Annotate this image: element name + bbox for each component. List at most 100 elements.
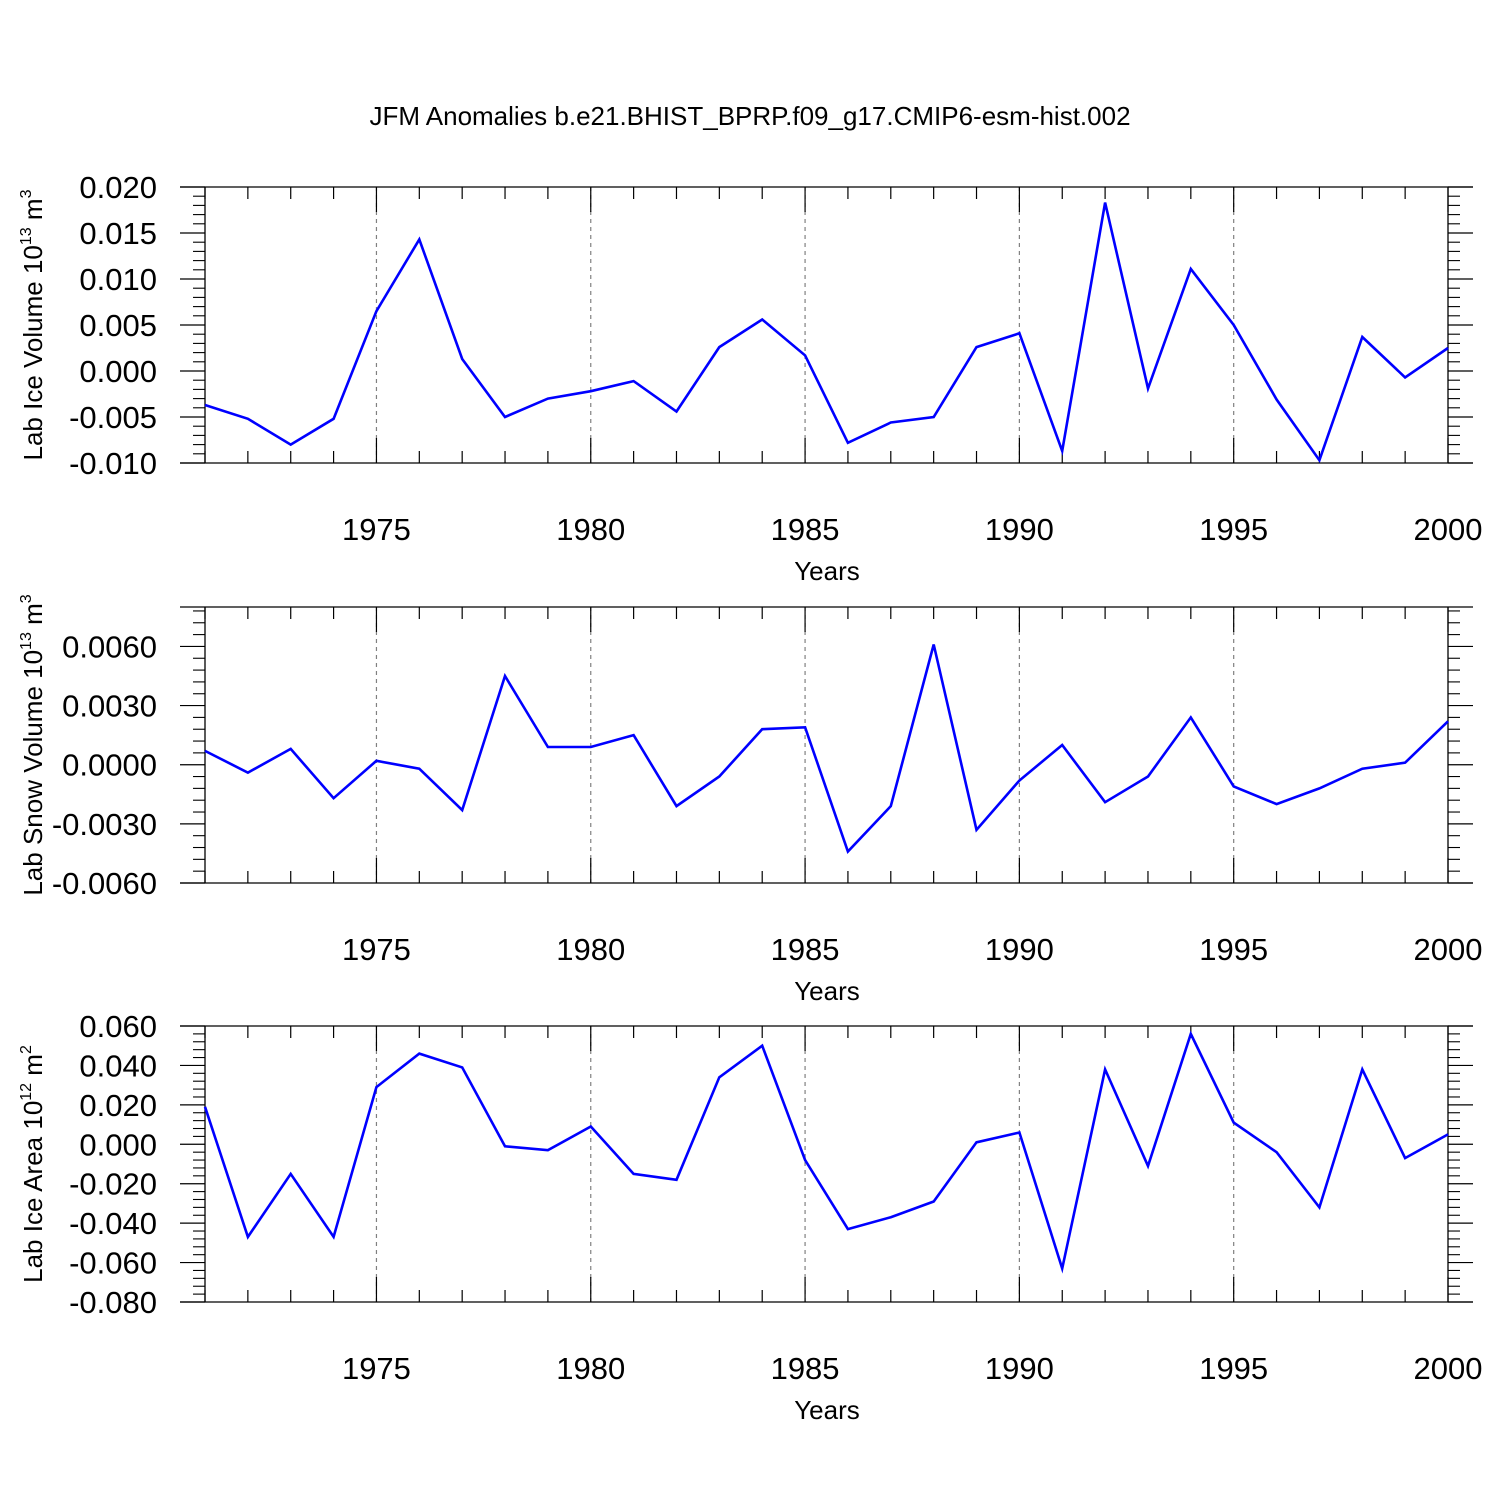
data-point-1986 [847,1228,849,1230]
data-point-1992 [1104,1068,1106,1070]
data-point-1992 [1104,801,1106,803]
x-tick-label-1990: 1990 [985,512,1054,547]
data-point-1988 [932,1200,934,1202]
x-tick-label-1985: 1985 [771,512,840,547]
data-point-1995 [1232,324,1234,326]
y-axis-title-text: Lab Ice Area 10 [18,1101,48,1283]
data-point-1999 [1404,762,1406,764]
data-point-1977 [461,358,463,360]
chart-panel-1: -0.010 -0.005 0.000 0.005 0.010 0.015 0.020 197… [18,170,1482,586]
x-tick-label-2000: 2000 [1414,1351,1483,1386]
data-point-1984 [761,318,763,320]
data-point-1993 [1147,775,1149,777]
data-point-1971 [204,404,206,406]
y-tick-label: -0.020 [69,1167,157,1202]
y-tick-label: 0.010 [79,262,157,297]
data-point-1983 [718,346,720,348]
y-tick-label: 0.000 [79,354,157,389]
data-point-1988 [932,643,934,645]
data-point-1974 [332,418,334,420]
y-axis-title: Lab Ice Area 1012 m2 [18,1045,48,1283]
y-tick-label: 0.015 [79,216,157,251]
data-point-1971 [204,750,206,752]
data-point-1981 [632,380,634,382]
x-tick-label-1980: 1980 [556,1351,625,1386]
data-point-1974 [332,797,334,799]
data-point-1983 [718,775,720,777]
y-tick-label: 0.060 [79,1009,157,1044]
data-point-1982 [675,410,677,412]
data-point-1985 [804,726,806,728]
y-tick-label: 0.005 [79,308,157,343]
data-point-1976 [418,238,420,240]
x-tick-label-1995: 1995 [1199,1351,1268,1386]
y-axis-title-superscript: 2 [18,1045,35,1054]
y-axis-title-superscript: 13 [18,632,35,650]
y-axis-title-superscript: 3 [18,594,35,603]
data-point-1991 [1061,450,1063,452]
y-tick-label: 0.020 [79,170,157,205]
data-point-1982 [675,1179,677,1181]
data-point-1998 [1361,1068,1363,1070]
data-point-2000 [1447,720,1449,722]
chart-panel-2: -0.0060 -0.0030 0.0000 0.0030 0.0060 1975 1980… [18,594,1482,1006]
series-line [203,1030,1449,1274]
data-point-1977 [461,1066,463,1068]
chart-panel-3: -0.080 -0.060 -0.040 -0.020 0.000 0.020 0.040 0… [18,1009,1482,1425]
data-point-1972 [247,418,249,420]
data-point-1974 [332,1236,334,1238]
data-point-1985 [804,1159,806,1161]
data-point-1995 [1232,785,1234,787]
data-point-1994 [1190,1033,1192,1035]
x-tick-label-1975: 1975 [342,1351,411,1386]
x-tick-label-1990: 1990 [985,932,1054,967]
data-point-1978 [504,1145,506,1147]
data-point-1998 [1361,767,1363,769]
data-point-1975 [375,310,377,312]
data-point-1972 [247,771,249,773]
y-axis-title-text: m [18,1054,48,1083]
x-tick-label-1980: 1980 [556,932,625,967]
y-axis-title: Lab Ice Volume 1013 m3 [18,189,48,460]
data-point-1973 [290,1173,292,1175]
x-tick-label-1985: 1985 [771,932,840,967]
data-point-1971 [204,1106,206,1108]
data-point-1996 [1275,1151,1277,1153]
y-tick-label: -0.080 [69,1285,157,1320]
y-axis-title-text: Lab Ice Volume 10 [18,245,48,460]
data-point-1995 [1232,1121,1234,1123]
data-point-1975 [375,760,377,762]
series-line [204,202,1449,464]
x-tick-label-1985: 1985 [771,1351,840,1386]
data-point-1986 [847,850,849,852]
x-axis-title: Years [794,1395,860,1425]
y-tick-label: 0.0000 [62,748,157,783]
x-tick-label-1995: 1995 [1199,932,1268,967]
data-point-1989 [975,1141,977,1143]
data-point-1977 [461,809,463,811]
data-point-1983 [718,1076,720,1078]
y-axis-title-text: m [18,198,48,227]
x-tick-label-1995: 1995 [1199,512,1268,547]
data-point-1979 [547,397,549,399]
data-point-1978 [504,675,506,677]
x-axis-title: Years [794,976,860,1006]
x-tick-label-1975: 1975 [342,512,411,547]
y-tick-label: -0.040 [69,1206,157,1241]
y-tick-label: 0.000 [79,1127,157,1162]
data-point-1996 [1275,398,1277,400]
data-point-1993 [1147,1165,1149,1167]
data-point-1997 [1318,459,1320,461]
x-tick-label-2000: 2000 [1414,512,1483,547]
data-point-1991 [1061,1267,1063,1269]
y-tick-label: -0.060 [69,1246,157,1281]
x-axis-title: Years [794,556,860,586]
data-point-1987 [890,805,892,807]
y-tick-label: 0.0030 [62,689,157,724]
data-point-1984 [761,728,763,730]
data-point-1981 [632,1173,634,1175]
data-point-1978 [504,416,506,418]
data-point-1987 [890,1216,892,1218]
data-point-2000 [1447,347,1449,349]
series-line [204,644,1449,854]
